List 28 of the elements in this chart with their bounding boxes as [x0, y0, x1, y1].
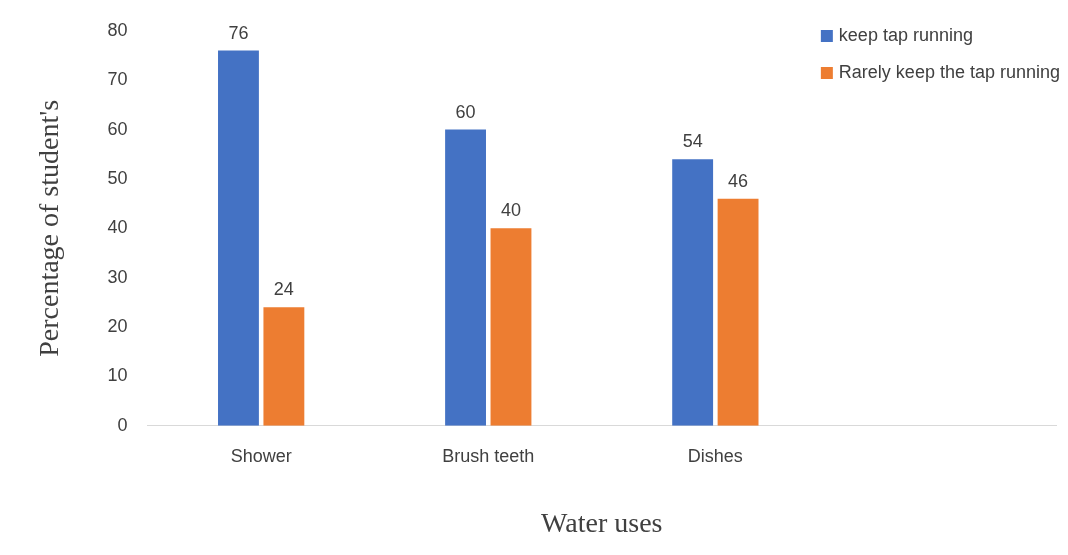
data-label: 76 [228, 22, 249, 43]
data-label: 54 [682, 131, 703, 152]
x-tick-label: Dishes [687, 445, 743, 466]
y-tick-label: 80 [107, 19, 128, 40]
bar [717, 198, 759, 426]
bar [218, 50, 259, 426]
data-label: 24 [273, 279, 294, 300]
data-label: 46 [728, 170, 749, 191]
y-tick-label: 60 [107, 118, 128, 139]
y-tick-label: 20 [107, 316, 128, 337]
y-axis-title: Percentage of student's [33, 99, 65, 357]
x-tick-label: Shower [230, 445, 292, 466]
y-tick-label: 70 [107, 69, 128, 90]
legend-label: keep tap running [838, 24, 973, 45]
data-label: 40 [500, 200, 521, 221]
bar [672, 159, 714, 426]
y-tick-label: 0 [117, 414, 128, 435]
bar [490, 228, 532, 426]
bar [263, 307, 305, 426]
x-axis-title: Water uses [541, 506, 663, 538]
data-label: 60 [455, 101, 476, 122]
y-tick-label: 50 [107, 167, 128, 188]
legend-label: Rarely keep the tap running [838, 61, 1061, 82]
y-tick-label: 40 [107, 217, 128, 238]
y-tick-label: 10 [107, 365, 128, 386]
y-tick-label: 30 [107, 266, 128, 287]
x-tick-label: Brush teeth [442, 445, 535, 466]
bar [445, 129, 486, 426]
